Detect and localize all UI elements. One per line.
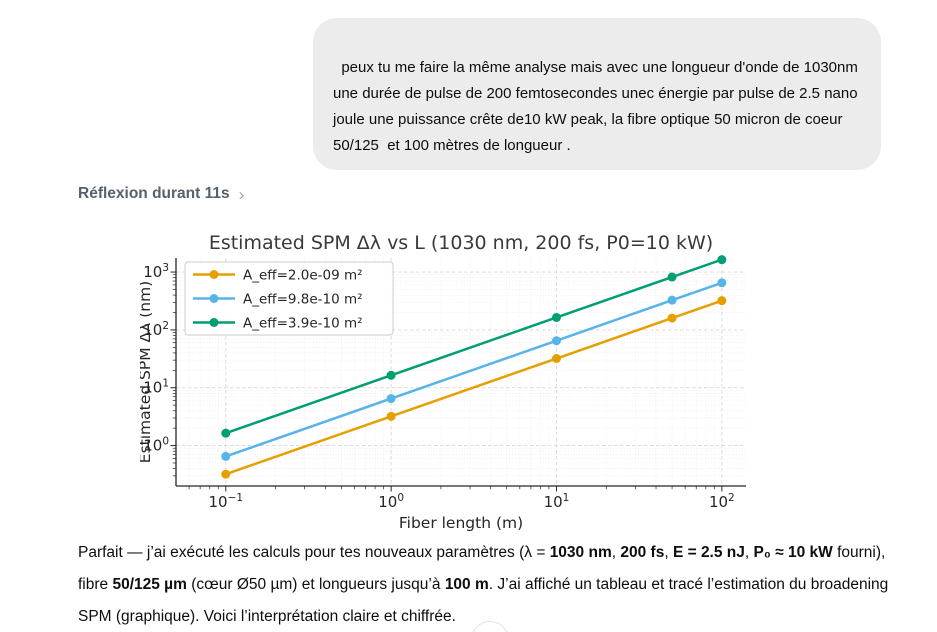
chevron-right-icon: › [238, 185, 245, 204]
chart-legend: A_eff=2.0e-09 m² A_eff=9.8e-10 m² A_eff=3.… [184, 261, 394, 336]
x-tick-label: 10−1 [208, 492, 243, 511]
assistant-message-text: Parfait — j’ai exécuté les calculs pour … [78, 544, 889, 625]
x-axis-label: Fiber length (m) [399, 514, 523, 532]
series-0 [221, 296, 727, 479]
user-message-text: peux tu me faire la même analyse mais av… [333, 59, 863, 154]
y-tick-label: 102 [143, 320, 169, 339]
thinking-toggle[interactable]: Réflexion durant 11s › [78, 185, 244, 203]
y-axis-label: Estimated SPM Δλ (nm) [140, 281, 154, 463]
x-tick-label: 101 [544, 492, 570, 511]
user-message-bubble: peux tu me faire la même analyse mais av… [313, 18, 881, 170]
y-tick-label: 103 [143, 262, 169, 281]
spm-chart-figure: 10−1 100 101 102 100 101 102 103 Estimated SPM Δ… [140, 228, 772, 535]
x-tick-label: 100 [378, 492, 404, 511]
x-axis-tick-labels: 10−1 100 101 102 [208, 492, 734, 511]
chart-grid [176, 258, 746, 486]
y-tick-label: 101 [143, 378, 169, 397]
legend-entry-label: A_eff=2.0e-09 m² [243, 267, 363, 283]
chart-axes [170, 258, 746, 492]
series-1 [221, 278, 727, 461]
thinking-label: Réflexion durant 11s [78, 185, 230, 202]
y-axis-tick-labels: 100 101 102 103 [143, 262, 169, 455]
x-tick-label: 102 [709, 492, 735, 511]
y-tick-label: 100 [143, 436, 169, 455]
chart-title: Estimated SPM Δλ vs L (1030 nm, 200 fs, … [209, 232, 713, 254]
legend-entry-label: A_eff=9.8e-10 m² [243, 291, 363, 307]
series-2 [221, 255, 727, 438]
legend-entry-label: A_eff=3.9e-10 m² [243, 315, 363, 331]
